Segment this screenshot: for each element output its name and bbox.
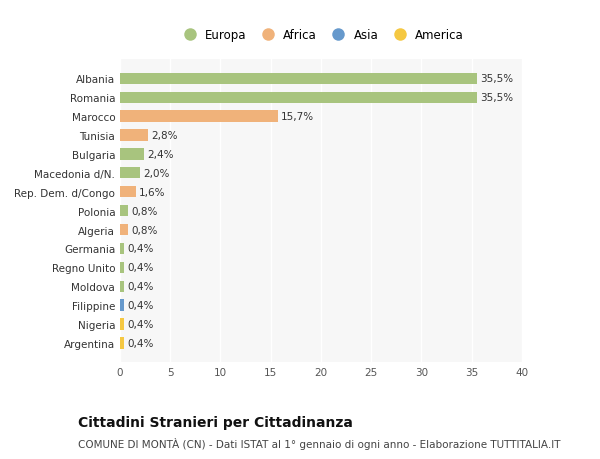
Bar (120, 206, 128, 217)
Bar (120, 262, 124, 274)
Bar (120, 319, 124, 330)
Bar (120, 149, 144, 160)
Text: 2,8%: 2,8% (151, 131, 178, 140)
Text: 35,5%: 35,5% (480, 74, 513, 84)
Bar (120, 224, 128, 235)
Bar (120, 300, 124, 311)
Text: 35,5%: 35,5% (480, 93, 513, 103)
Text: 0,4%: 0,4% (127, 319, 154, 329)
Bar (120, 92, 477, 104)
Text: 1,6%: 1,6% (139, 187, 166, 197)
Text: 0,4%: 0,4% (127, 263, 154, 273)
Text: 0,8%: 0,8% (131, 206, 157, 216)
Bar (120, 337, 124, 349)
Bar (120, 243, 124, 255)
Text: 2,0%: 2,0% (143, 168, 169, 179)
Bar (120, 73, 477, 85)
Legend: Europa, Africa, Asia, America: Europa, Africa, Asia, America (178, 29, 464, 42)
Text: 0,4%: 0,4% (127, 338, 154, 348)
Bar (120, 130, 148, 141)
Bar (120, 281, 124, 292)
Text: 0,8%: 0,8% (131, 225, 157, 235)
Bar (120, 187, 136, 198)
Text: 0,4%: 0,4% (127, 244, 154, 254)
Bar (120, 111, 278, 123)
Text: 15,7%: 15,7% (281, 112, 314, 122)
Text: COMUNE DI MONTÀ (CN) - Dati ISTAT al 1° gennaio di ogni anno - Elaborazione TUTT: COMUNE DI MONTÀ (CN) - Dati ISTAT al 1° … (78, 437, 560, 449)
Text: Cittadini Stranieri per Cittadinanza: Cittadini Stranieri per Cittadinanza (78, 415, 353, 429)
Bar (120, 168, 140, 179)
Text: 0,4%: 0,4% (127, 282, 154, 291)
Text: 0,4%: 0,4% (127, 301, 154, 310)
Text: 2,4%: 2,4% (147, 150, 173, 160)
